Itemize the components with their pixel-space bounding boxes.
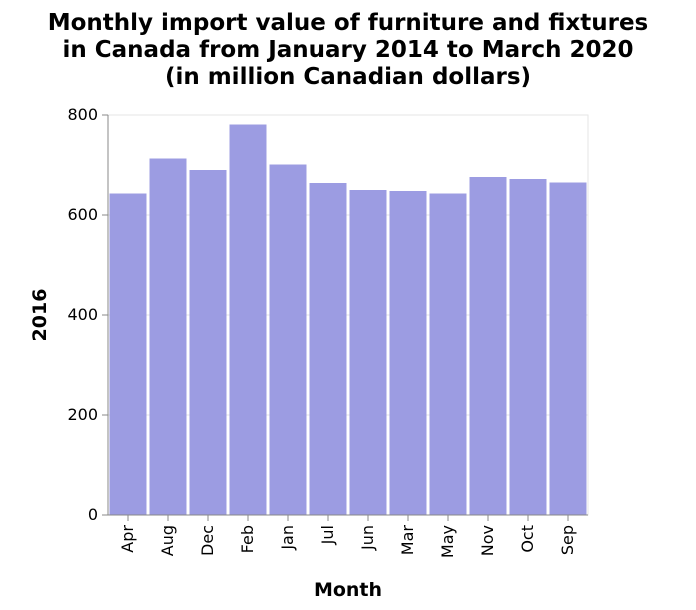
bar-jan — [269, 164, 307, 515]
axes — [102, 114, 588, 521]
y-tick-label: 400 — [67, 305, 98, 324]
chart-title-line-1: Monthly import value of furniture and fi… — [48, 10, 649, 36]
bars — [109, 124, 587, 515]
bar-jul — [309, 183, 347, 515]
bar-dec — [189, 170, 227, 515]
chart-title-line-3: (in million Canadian dollars) — [165, 64, 531, 90]
y-tick-label: 0 — [88, 505, 98, 524]
y-tick-label: 800 — [67, 105, 98, 124]
x-tick-label: Sep — [558, 525, 577, 555]
y-axis-title: 2016 — [29, 289, 51, 342]
bar-feb — [229, 124, 267, 515]
y-tick-label: 200 — [67, 405, 98, 424]
x-tick-label: Jul — [318, 525, 337, 545]
bar-may — [429, 193, 467, 515]
bar-oct — [509, 179, 547, 515]
chart-title-line-2: in Canada from January 2014 to March 202… — [63, 37, 634, 63]
x-axis-title: Month — [314, 579, 382, 601]
bar-jun — [349, 190, 387, 515]
bar-aug — [149, 158, 187, 515]
bar-apr — [109, 193, 147, 515]
x-tick-label: Feb — [238, 525, 257, 553]
x-tick-label: Aug — [158, 525, 177, 556]
bar-nov — [469, 177, 507, 515]
x-tick-label: May — [438, 525, 457, 558]
x-tick-label: Oct — [518, 525, 537, 553]
x-tick-label: Dec — [198, 525, 217, 556]
y-tick-label: 600 — [67, 205, 98, 224]
tick-labels: 0 200 400 600 800 Apr Aug Dec Feb Jan Jul Jun Mar May… — [67, 105, 577, 558]
x-tick-label: Jun — [358, 525, 377, 551]
bar-sep — [549, 182, 587, 515]
x-tick-label: Nov — [478, 525, 497, 556]
bar-mar — [389, 191, 427, 515]
x-tick-label: Apr — [118, 525, 137, 553]
x-tick-label: Mar — [398, 525, 417, 556]
x-tick-label: Jan — [278, 525, 297, 551]
